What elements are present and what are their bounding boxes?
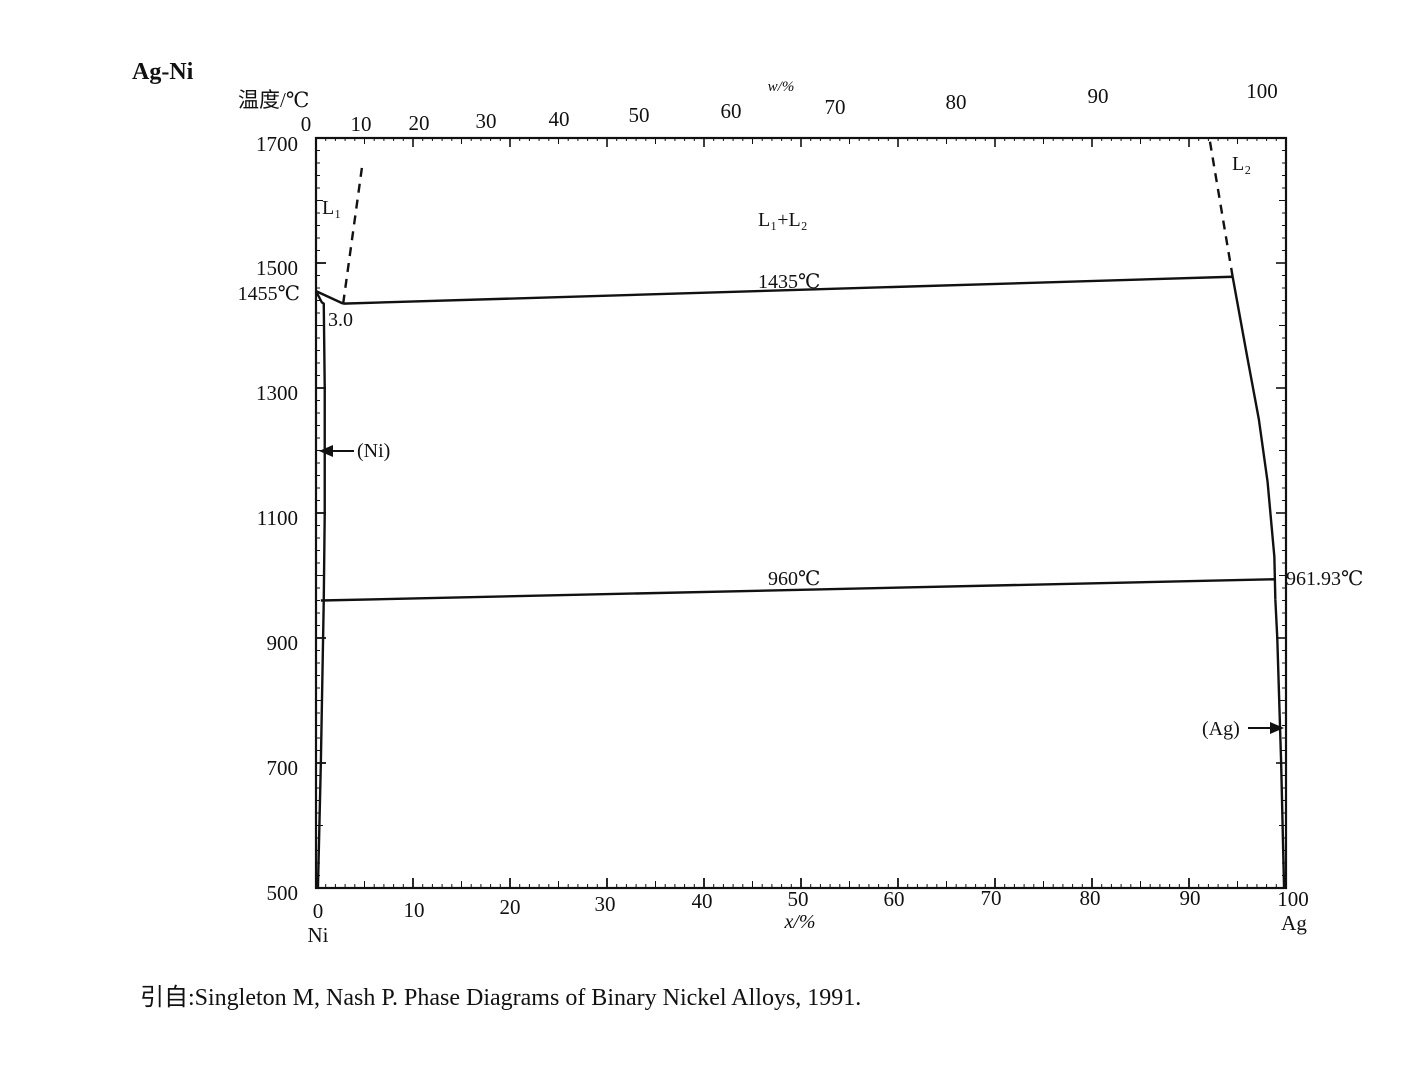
ni-solvus-line: [314, 290, 326, 889]
x-tick-label: 90: [1180, 886, 1201, 910]
l1-miscibility-dashed: [341, 162, 364, 304]
x-tick-label: 80: [1080, 886, 1101, 910]
y-tick-label: 1500: [256, 256, 298, 280]
x-bottom-tick-labels: 0 10 20 30 40 50 60 70 80 90 100: [313, 886, 1309, 923]
x-tick-label: 60: [884, 887, 905, 911]
plot-frame: [314, 136, 1288, 890]
x-tick-label: 50: [788, 887, 809, 911]
ni-liquidus-line: [315, 290, 344, 305]
x-tick-label: 40: [692, 889, 713, 913]
x-axis-left-end-label: Ni: [308, 923, 329, 947]
x-top-tick-label: 90: [1088, 84, 1109, 108]
phase-label-ni-solid: (Ni): [357, 440, 390, 462]
y-tick-label: 1700: [256, 132, 298, 156]
x-top-tick-label: 10: [351, 112, 372, 136]
y-tick-label: 700: [267, 756, 299, 780]
annotation-monotectic: 1435℃: [758, 271, 820, 293]
x-tick-label: 0: [313, 899, 324, 923]
x-axis-right-end-label: Ag: [1281, 911, 1307, 935]
phase-label-l1-l2: L₁+L₂: [758, 209, 808, 231]
y-tick-label: 900: [267, 631, 299, 655]
annotation-ag-melting: 961.93℃: [1286, 568, 1363, 590]
x-top-tick-label: 100: [1246, 79, 1278, 103]
x-axis-top-title: w/%: [768, 79, 795, 95]
tick-marks: [315, 137, 1287, 889]
eutectic-line: [320, 578, 1276, 602]
y-tick-label: 1100: [257, 506, 298, 530]
phase-label-l1: L₁: [322, 197, 341, 219]
x-top-tick-label: 70: [825, 95, 846, 119]
x-top-tick-label: 30: [476, 109, 497, 133]
l2-miscibility-dashed: [1208, 137, 1234, 277]
y-tick-label: 500: [267, 881, 299, 905]
ag-solid-arrow: [1248, 722, 1284, 734]
diagram-title: Ag-Ni: [132, 59, 194, 85]
annotation-ni-melting: 1455℃: [238, 283, 300, 305]
phase-label-ag-solid: (Ag): [1202, 718, 1240, 740]
ni-solid-arrow: [319, 445, 354, 457]
annotation-monotectic-comp: 3.0: [328, 309, 353, 331]
annotation-eutectic: 960℃: [768, 568, 820, 590]
y-tick-labels: 1700 1500 1300 1100 900 700 500: [256, 132, 298, 905]
x-top-tick-label: 60: [721, 99, 742, 123]
y-tick-label: 1300: [256, 381, 298, 405]
x-top-tick-label: 0: [301, 112, 312, 136]
monotectic-line: [343, 275, 1233, 305]
x-top-tick-label: 80: [946, 90, 967, 114]
phase-label-l2: L₂: [1232, 153, 1251, 175]
x-top-tick-label: 20: [409, 111, 430, 135]
x-tick-label: 30: [595, 892, 616, 916]
phase-boundaries: [314, 137, 1286, 889]
x-axis-bottom-title: x/%: [783, 911, 815, 933]
x-top-tick-label: 50: [629, 103, 650, 127]
x-top-tick-label: 40: [549, 107, 570, 131]
y-axis-label: 温度/℃: [238, 88, 309, 112]
ag-liquidus-curve: [1231, 276, 1277, 600]
x-top-tick-labels: 0 10 20 30 40 50 60 70 80 90 100: [301, 79, 1278, 136]
x-tick-label: 20: [500, 895, 521, 919]
source-citation: 引自:Singleton M, Nash P. Phase Diagrams o…: [140, 984, 861, 1011]
x-tick-label: 100: [1277, 887, 1309, 911]
x-tick-label: 10: [404, 898, 425, 922]
ag-solvus-line: [1274, 599, 1286, 889]
x-tick-label: 70: [981, 886, 1002, 910]
